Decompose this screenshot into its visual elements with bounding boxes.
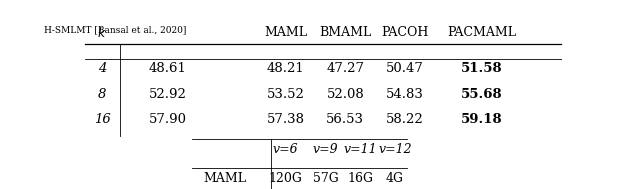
Text: 48.21: 48.21 [267,62,305,75]
Text: 58.22: 58.22 [386,113,424,126]
Text: 48.61: 48.61 [148,62,187,75]
Text: 4: 4 [98,62,106,75]
Text: 52.08: 52.08 [326,88,364,101]
Text: v=12: v=12 [378,143,412,156]
Text: 16G: 16G [348,172,373,185]
Text: MAML: MAML [203,172,246,185]
Text: PACMAML: PACMAML [447,26,516,39]
Text: MAML: MAML [264,26,307,39]
Text: $k$: $k$ [97,26,107,40]
Text: 55.68: 55.68 [461,88,502,101]
Text: H-SMLMT [Bansal et al., 2020]: H-SMLMT [Bansal et al., 2020] [44,26,187,35]
Text: 51.58: 51.58 [461,62,502,75]
Text: v=11: v=11 [344,143,377,156]
Text: BMAML: BMAML [319,26,371,39]
Text: 54.83: 54.83 [386,88,424,101]
Text: 57.38: 57.38 [267,113,305,126]
Text: v=6: v=6 [273,143,299,156]
Text: 47.27: 47.27 [326,62,364,75]
Text: 52.92: 52.92 [148,88,187,101]
Text: PACOH: PACOH [381,26,429,39]
Text: v=9: v=9 [313,143,339,156]
Text: 57.90: 57.90 [148,113,187,126]
Text: 50.47: 50.47 [386,62,424,75]
Text: 57G: 57G [313,172,339,185]
Text: 4G: 4G [386,172,404,185]
Text: 120G: 120G [269,172,303,185]
Text: 16: 16 [94,113,111,126]
Text: 56.53: 56.53 [326,113,364,126]
Text: 59.18: 59.18 [461,113,502,126]
Text: 53.52: 53.52 [267,88,305,101]
Text: 8: 8 [98,88,106,101]
